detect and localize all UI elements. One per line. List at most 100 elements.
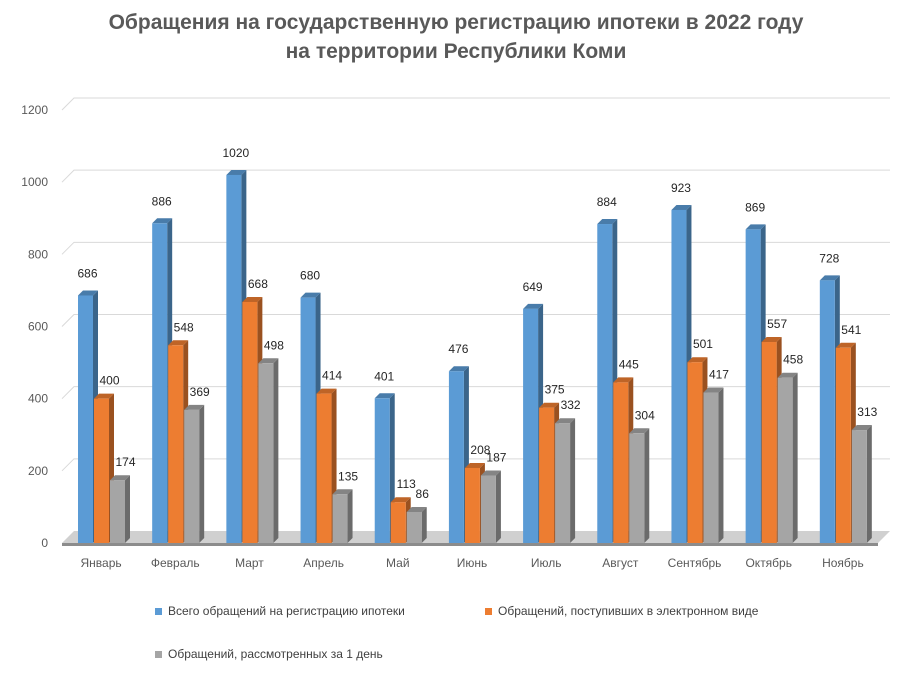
bar-side — [199, 404, 205, 543]
x-tick-label: Февраль — [151, 556, 200, 570]
bar-top — [480, 470, 501, 476]
bar-side — [644, 428, 650, 543]
bar — [597, 224, 613, 544]
bar — [745, 229, 761, 543]
y-tick-label: 400 — [28, 392, 48, 406]
bar-side — [570, 418, 576, 543]
bar — [835, 347, 851, 543]
y-tick-label: 200 — [28, 464, 48, 478]
bar-top — [78, 290, 98, 296]
gridline — [61, 241, 890, 255]
x-tick-label: Январь — [81, 556, 122, 570]
y-tick-label: 0 — [41, 536, 48, 550]
x-tick-label: Апрель — [303, 556, 344, 570]
bar — [94, 398, 109, 543]
bar-side — [347, 489, 353, 543]
bar — [819, 280, 835, 543]
bar-top — [761, 337, 782, 343]
bar-top — [777, 372, 798, 378]
bar — [480, 475, 496, 543]
data-label: 208 — [470, 443, 490, 457]
y-tick-label: 1200 — [21, 103, 48, 117]
bar — [226, 174, 242, 543]
bar-top — [523, 303, 544, 309]
data-label: 313 — [857, 405, 877, 419]
y-tick-label: 800 — [28, 247, 48, 261]
chart-title: Обращения на государственную регистрацию… — [0, 8, 912, 66]
bar-top — [406, 506, 427, 512]
gridline — [61, 97, 890, 111]
data-label: 548 — [174, 320, 194, 334]
legend-label-electronic: Обращений, поступивших в электронном вид… — [498, 604, 759, 618]
bar-top — [851, 425, 872, 431]
legend-item-one-day: Обращений, рассмотренных за 1 день — [155, 647, 383, 661]
data-label: 86 — [416, 487, 430, 501]
bar-top — [110, 475, 130, 481]
bar — [761, 342, 777, 543]
bar-top — [597, 219, 618, 225]
data-label: 332 — [561, 398, 581, 412]
y-tick-label: 600 — [28, 320, 48, 334]
data-label: 557 — [767, 317, 787, 331]
bar-side — [792, 372, 798, 543]
bar-top — [555, 418, 576, 424]
bar — [316, 393, 332, 543]
data-label: 445 — [619, 357, 639, 371]
x-tick-label: Июль — [531, 556, 562, 570]
data-label: 135 — [338, 469, 358, 483]
bar — [78, 295, 93, 543]
bar — [687, 362, 703, 543]
data-label: 1020 — [223, 146, 250, 160]
data-label: 187 — [486, 451, 506, 465]
data-label: 113 — [397, 477, 416, 491]
bar — [110, 480, 125, 543]
bar-top — [671, 204, 692, 210]
data-label: 401 — [374, 369, 394, 383]
bar-top — [242, 296, 263, 302]
data-label: 304 — [635, 408, 655, 422]
bar — [300, 297, 316, 543]
legend-swatch-electronic — [485, 607, 492, 615]
data-label: 501 — [693, 337, 713, 351]
legend-swatch-one-day — [155, 650, 162, 658]
data-label: 458 — [783, 353, 803, 367]
bar-side — [866, 425, 872, 543]
bar-top — [687, 357, 708, 363]
legend-label-one-day: Обращений, рассмотренных за 1 день — [168, 647, 383, 661]
data-label: 923 — [671, 181, 691, 195]
bar-top — [703, 387, 724, 393]
data-label: 417 — [709, 368, 729, 382]
bar-top — [226, 169, 247, 175]
gridline — [61, 169, 890, 183]
bar-top — [94, 393, 114, 399]
y-tick-label: 1000 — [21, 175, 48, 189]
bar-top — [374, 393, 395, 399]
data-label: 886 — [152, 194, 172, 208]
bar-top — [613, 377, 634, 383]
x-tick-label: Март — [235, 556, 264, 570]
bar-top — [629, 428, 650, 434]
chart-title-line-2: на территории Республики Коми — [285, 40, 627, 63]
bar — [629, 433, 645, 543]
data-label: 541 — [841, 323, 861, 337]
bar — [539, 407, 555, 543]
chart-floor-edge — [62, 543, 878, 546]
data-label: 400 — [99, 374, 119, 388]
bar-top — [448, 366, 469, 372]
gridline — [61, 314, 890, 327]
bar-top — [745, 224, 766, 230]
bar — [152, 223, 168, 543]
x-tick-label: Май — [386, 556, 410, 570]
bar — [184, 409, 200, 543]
bar — [703, 392, 719, 543]
bar-top — [152, 218, 173, 224]
data-label: 728 — [819, 251, 839, 265]
data-label: 369 — [190, 385, 210, 399]
bar — [851, 430, 867, 543]
data-label: 649 — [523, 280, 543, 294]
legend-item-electronic: Обращений, поступивших в электронном вид… — [485, 604, 758, 618]
data-label: 884 — [597, 195, 617, 209]
bar-top — [184, 404, 205, 410]
data-label: 680 — [300, 269, 320, 283]
